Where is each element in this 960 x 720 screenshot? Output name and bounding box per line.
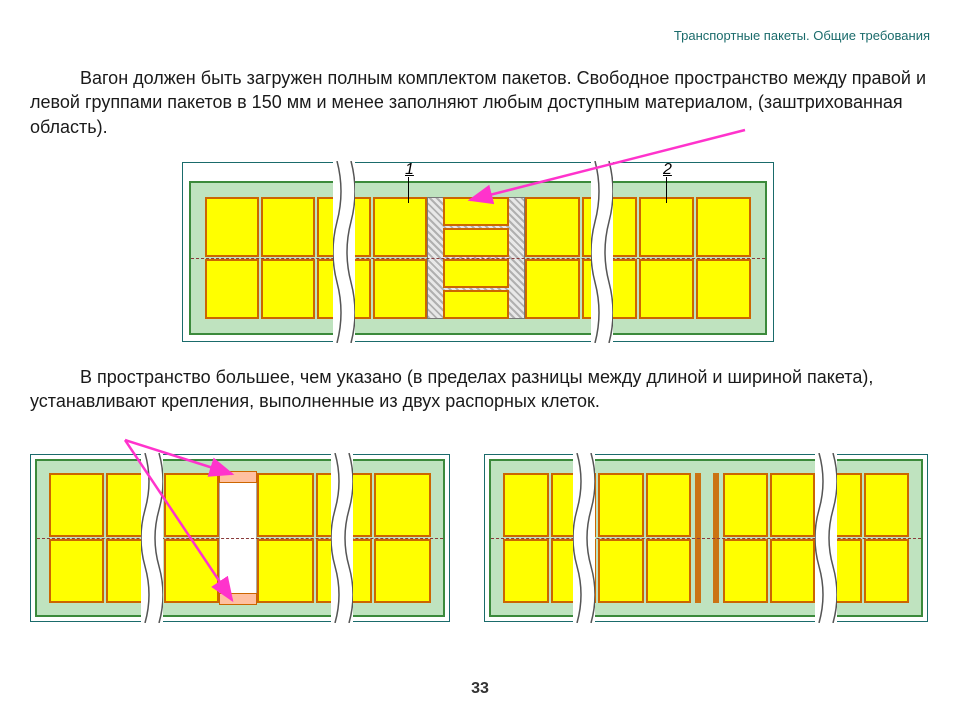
package <box>770 473 815 537</box>
package-small <box>443 228 509 257</box>
package <box>503 473 549 537</box>
package-small <box>443 197 509 226</box>
package <box>503 539 549 603</box>
package <box>770 539 815 603</box>
package <box>49 473 104 537</box>
axis-line <box>37 538 443 539</box>
package <box>598 539 644 603</box>
page-header: Транспортные пакеты. Общие требования <box>674 28 930 43</box>
break-cut <box>591 161 613 343</box>
package <box>864 539 909 603</box>
package <box>696 197 751 257</box>
package <box>525 197 580 257</box>
break-cut <box>573 453 595 623</box>
callout-2: 2 <box>663 161 672 179</box>
package <box>257 539 314 603</box>
diagram-wagon-bottom-left <box>30 454 450 622</box>
leader-2 <box>666 177 667 203</box>
package <box>723 473 768 537</box>
callout-1: 1 <box>405 161 414 179</box>
break-cut <box>815 453 837 623</box>
page-number: 33 <box>471 680 489 698</box>
axis-line <box>491 538 921 539</box>
diagram-wagon-top: 1 2 <box>182 162 774 342</box>
package <box>374 473 431 537</box>
paragraph-1: Вагон должен быть загружен полным компле… <box>30 66 930 139</box>
package <box>205 197 259 257</box>
strut-bottom <box>219 593 257 605</box>
package <box>257 473 314 537</box>
package-small <box>443 290 509 319</box>
package <box>525 259 580 319</box>
package <box>49 539 104 603</box>
package <box>598 473 644 537</box>
package <box>723 539 768 603</box>
wagon-frame <box>189 181 767 335</box>
package <box>164 473 219 537</box>
diagram-wagon-bottom-right <box>484 454 928 622</box>
paragraph-2: В пространство большее, чем указано (в п… <box>30 365 930 414</box>
package <box>261 259 315 319</box>
package <box>373 259 427 319</box>
package <box>373 197 427 257</box>
wagon-frame <box>489 459 923 617</box>
package-small <box>443 259 509 288</box>
break-cut <box>331 453 353 623</box>
package <box>639 197 694 257</box>
package <box>864 473 909 537</box>
leader-1 <box>408 177 409 203</box>
package <box>205 259 259 319</box>
break-cut <box>333 161 355 343</box>
package <box>646 473 692 537</box>
package <box>639 259 694 319</box>
wagon-frame <box>35 459 445 617</box>
package <box>646 539 692 603</box>
package <box>261 197 315 257</box>
axis-line <box>191 258 765 259</box>
strut-top <box>219 471 257 483</box>
break-cut <box>141 453 163 623</box>
package <box>696 259 751 319</box>
package <box>164 539 219 603</box>
package <box>374 539 431 603</box>
